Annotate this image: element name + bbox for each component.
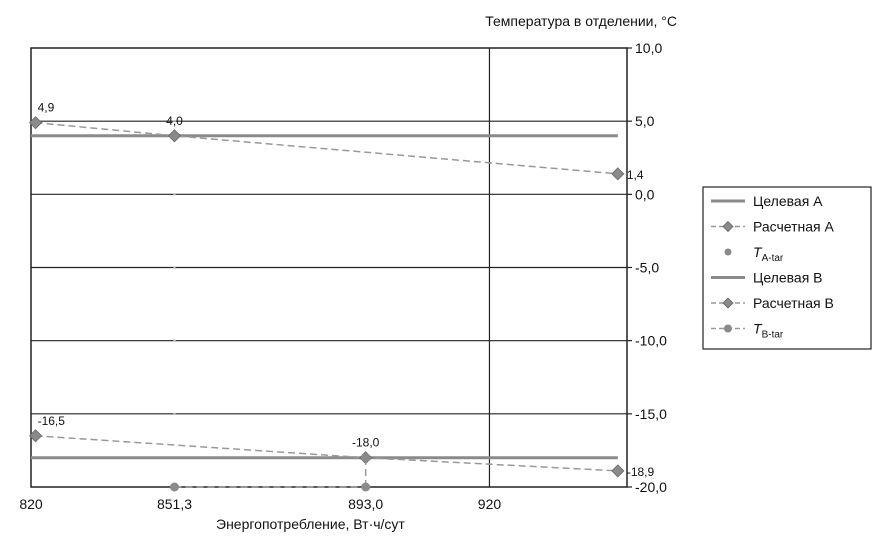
legend-label: TB-tar [753,321,784,341]
helper-dot [173,412,176,416]
grid [30,47,632,488]
data-point [361,453,371,463]
data-label: -18,0 [352,436,380,450]
legend-entry: TB-tar [711,321,784,341]
legend-entry: Целевая А [711,193,823,209]
y-axis-title: Температура в отделении, °C [485,13,677,29]
x-tick-label: 851,3 [157,496,192,512]
y-tick-label: -5,0 [635,260,659,276]
legend-marker [722,220,734,233]
data-label: -16,5 [38,414,66,428]
data-point [29,429,43,443]
legend-label: Целевая В [753,270,823,286]
legend-marker [724,248,732,256]
series-layer: 4,9 4,0 1,4 -16,5 -18,0 -18,9 [29,101,655,492]
legend-label: Целевая А [753,193,823,209]
data-label: -18,9 [627,465,655,479]
helper-dot [173,119,176,123]
legend-label: Расчетная А [753,219,835,235]
legend-entry: Расчетная В [711,295,834,311]
series-line [35,121,618,175]
data-point [611,167,625,181]
legend-entry: TA-tar [724,244,784,264]
series-line [35,435,618,472]
x-tick-label: 893,0 [348,496,383,512]
legend-frame [702,186,872,350]
y-tick-label: 5,0 [635,113,655,129]
y-tick-label: 10,0 [635,40,662,56]
legend-entry: Расчетная А [711,219,835,235]
data-point [170,131,179,140]
x-tick-label: 920 [478,496,502,512]
x-tick-label: 820 [19,496,43,512]
tick-layer: 10,0 5,0 0,0 -5,0 -10,0 -15,0 -20,0 820 851,3 893… [19,40,667,512]
data-point [169,482,179,492]
x-axis-title: Энергопотребление, Вт·ч/сут [216,516,405,532]
helper-dot [173,266,176,269]
y-tick-label: -15,0 [635,406,667,422]
data-label: 4,0 [166,114,183,128]
y-tick-label: -10,0 [635,333,667,349]
data-point [29,116,43,130]
helper-dot [173,193,176,196]
y-tick-label: -20,0 [635,479,667,495]
legend-label: TA-tar [753,244,784,264]
data-label: 1,4 [627,168,644,182]
y-tick-label: 0,0 [635,186,655,202]
legend-marker [722,297,734,309]
legend-label: Расчетная В [753,295,834,311]
data-label: 4,9 [38,101,55,115]
legend-entry: Целевая В [711,270,823,286]
helper-dot [173,339,176,342]
data-point [611,464,625,478]
data-point [361,482,371,492]
legend: Целевая А Расчетная А TA-tar Целевая В Расче… [702,186,872,350]
legend-marker [724,324,732,333]
